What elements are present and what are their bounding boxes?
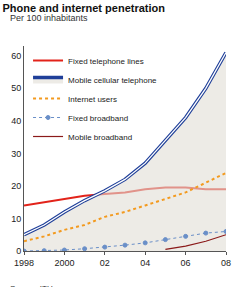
svg-text:06: 06 [181,258,191,268]
svg-text:Phone and internet penetration: Phone and internet penetration [2,2,165,14]
svg-text:Source: ITU: Source: ITU [10,284,53,287]
svg-text:Per 100 inhabitants: Per 100 inhabitants [10,13,88,23]
svg-text:40: 40 [11,116,21,126]
svg-text:50: 50 [11,83,21,93]
svg-text:30: 30 [11,149,21,159]
svg-text:2000: 2000 [54,258,74,268]
svg-text:0: 0 [16,246,21,256]
svg-text:1998: 1998 [14,258,34,268]
svg-text:Mobile cellular telephone: Mobile cellular telephone [68,76,157,85]
svg-text:10: 10 [11,214,21,224]
svg-text:08: 08 [221,258,231,268]
svg-text:Internet users: Internet users [68,95,117,104]
svg-text:Mobile broadband: Mobile broadband [68,133,132,142]
svg-text:02: 02 [100,258,110,268]
svg-text:Fixed broadband: Fixed broadband [68,114,128,123]
svg-text:60: 60 [11,51,21,61]
svg-text:Fixed telephone lines: Fixed telephone lines [68,57,144,66]
svg-text:04: 04 [140,258,150,268]
svg-text:20: 20 [11,181,21,191]
